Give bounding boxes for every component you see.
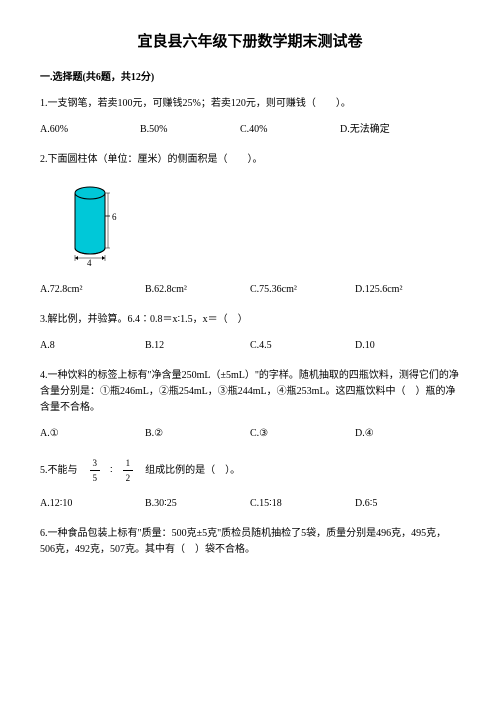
- q4-opt-d: D.④: [355, 426, 460, 442]
- q5-prefix: 5.不能与: [40, 463, 78, 479]
- q5-frac2-num: 1: [123, 456, 134, 471]
- cylinder-figure: 6 4: [70, 178, 460, 274]
- question-1: 1.一支钢笔，若卖100元，可赚钱25%；若卖120元，则可赚钱（ ）。 A.6…: [40, 96, 460, 138]
- q5-frac2: 1 2: [123, 456, 134, 486]
- q1-text: 1.一支钢笔，若卖100元，可赚钱25%；若卖120元，则可赚钱（ ）。: [40, 96, 460, 112]
- q5-suffix: 组成比例的是（ ）。: [145, 463, 240, 479]
- q3-opt-b: B.12: [145, 338, 250, 354]
- q2-opt-d: D.125.6cm²: [355, 282, 460, 298]
- cylinder-height-label: 6: [112, 212, 117, 222]
- q5-frac1-den: 5: [90, 471, 101, 485]
- question-6: 6.一种食品包装上标有"质量：500克±5克"质检员随机抽检了5袋，质量分别是4…: [40, 526, 460, 558]
- q2-opt-c: C.75.36cm²: [250, 282, 355, 298]
- q4-opt-c: C.③: [250, 426, 355, 442]
- question-3: 3.解比例，并验算。6.4∶0.8＝x∶1.5，x＝（ ） A.8 B.12 C…: [40, 312, 460, 354]
- q5-frac1: 3 5: [90, 456, 101, 486]
- q1-opt-c: C.40%: [240, 122, 340, 138]
- page-title: 宜良县六年级下册数学期末测试卷: [40, 30, 460, 54]
- q5-text: 5.不能与 3 5 ∶ 1 2 组成比例的是（ ）。: [40, 456, 460, 486]
- q5-opt-b: B.30∶25: [145, 496, 250, 512]
- q4-options: A.① B.② C.③ D.④: [40, 426, 460, 442]
- q3-opt-a: A.8: [40, 338, 145, 354]
- q1-opt-b: B.50%: [140, 122, 240, 138]
- q5-opt-c: C.15∶18: [250, 496, 355, 512]
- q2-opt-a: A.72.8cm²: [40, 282, 145, 298]
- q5-opt-a: A.12∶10: [40, 496, 145, 512]
- q5-frac2-den: 2: [123, 471, 134, 485]
- q4-opt-a: A.①: [40, 426, 145, 442]
- q6-text: 6.一种食品包装上标有"质量：500克±5克"质检员随机抽检了5袋，质量分别是4…: [40, 526, 460, 558]
- q2-text: 2.下面圆柱体（单位：厘米）的侧面积是（ ）。: [40, 152, 460, 168]
- q5-colon: ∶: [110, 463, 113, 479]
- question-2: 2.下面圆柱体（单位：厘米）的侧面积是（ ）。 6 4 A.72.8cm² B.…: [40, 152, 460, 298]
- question-4: 4.一种饮料的标签上标有"净含量250mL（±5mL）"的字样。随机抽取的四瓶饮…: [40, 368, 460, 442]
- q5-opt-d: D.6∶5: [355, 496, 460, 512]
- q2-options: A.72.8cm² B.62.8cm² C.75.36cm² D.125.6cm…: [40, 282, 460, 298]
- q3-opt-d: D.10: [355, 338, 460, 354]
- q3-text: 3.解比例，并验算。6.4∶0.8＝x∶1.5，x＝（ ）: [40, 312, 460, 328]
- question-5: 5.不能与 3 5 ∶ 1 2 组成比例的是（ ）。 A.12∶10 B.30∶…: [40, 456, 460, 512]
- q1-opt-a: A.60%: [40, 122, 140, 138]
- q3-opt-c: C.4.5: [250, 338, 355, 354]
- q3-options: A.8 B.12 C.4.5 D.10: [40, 338, 460, 354]
- q1-opt-d: D.无法确定: [340, 122, 460, 138]
- section-header: 一.选择题(共6题，共12分): [40, 70, 460, 86]
- q4-text: 4.一种饮料的标签上标有"净含量250mL（±5mL）"的字样。随机抽取的四瓶饮…: [40, 368, 460, 416]
- q2-opt-b: B.62.8cm²: [145, 282, 250, 298]
- q1-options: A.60% B.50% C.40% D.无法确定: [40, 122, 460, 138]
- q5-frac1-num: 3: [90, 456, 101, 471]
- cylinder-width-label: 4: [87, 258, 92, 268]
- q4-opt-b: B.②: [145, 426, 250, 442]
- q5-options: A.12∶10 B.30∶25 C.15∶18 D.6∶5: [40, 496, 460, 512]
